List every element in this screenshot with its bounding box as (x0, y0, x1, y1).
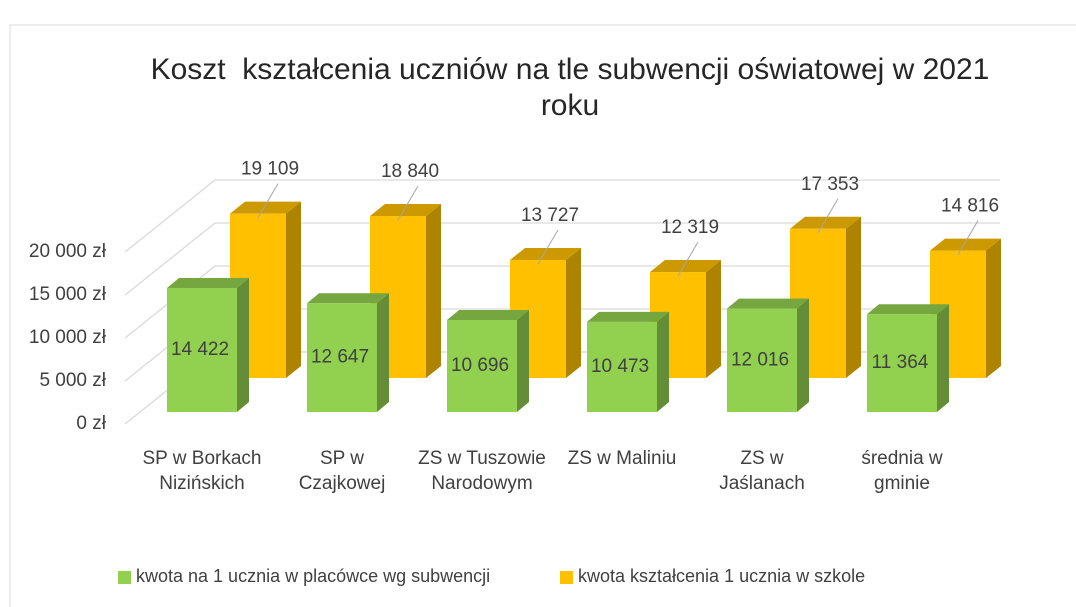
bar-top (447, 310, 529, 321)
data-label: 18 840 (381, 161, 439, 182)
leader-line (817, 198, 839, 234)
bar-side (566, 247, 581, 378)
bar-top (370, 203, 441, 216)
bar (447, 310, 529, 412)
leader-line (397, 185, 419, 221)
data-label: 11 364 (872, 352, 929, 373)
data-label: 10 696 (451, 355, 509, 376)
y-tick-label: 5 000 zł (39, 370, 106, 391)
bar-front (167, 287, 237, 412)
bar-side (286, 201, 301, 378)
bar-side (937, 304, 949, 412)
data-label: 19 109 (241, 159, 299, 180)
bar (167, 277, 249, 412)
bar-side (657, 311, 669, 412)
bar-top (650, 260, 721, 273)
data-label: 14 422 (171, 339, 229, 360)
bar-side (846, 216, 861, 378)
data-label: 10 473 (591, 356, 649, 377)
bar-top (307, 293, 389, 304)
data-label: 17 353 (801, 174, 859, 195)
x-tick-label: ZS w Tuszowie Narodowym (418, 448, 546, 494)
x-tick-label: SP w Czajkowej (298, 448, 386, 494)
x-tick-label: ZS w Jaślanach (719, 448, 805, 494)
x-tick-label: SP w Borkach Nizińskich (142, 448, 262, 494)
data-label: 13 727 (521, 205, 579, 226)
bar-front (587, 321, 657, 412)
data-label: 12 016 (731, 349, 789, 370)
leader-line (257, 183, 279, 218)
x-tick-label: ZS w Maliniu (567, 448, 677, 469)
leader-line (957, 220, 979, 255)
y-tick-label: 0 zł (76, 413, 106, 434)
bar-side (426, 203, 441, 378)
leader-line (537, 229, 559, 265)
legend-swatch (118, 571, 131, 584)
bar-side (986, 238, 1001, 378)
y-tick-label: 15 000 zł (29, 284, 107, 305)
legend-label: kwota kształcenia 1 ucznia w szkole (578, 566, 866, 586)
bar (587, 311, 669, 412)
bar-side (797, 298, 809, 412)
bar-top (790, 216, 861, 229)
legend-swatch (560, 571, 573, 584)
bar-top (510, 247, 581, 260)
bar-side (706, 260, 721, 378)
bar-top (230, 201, 301, 214)
bar-front (727, 308, 797, 412)
chart-title: Koszt kształcenia uczniów na tle subwenc… (150, 53, 998, 122)
bar-side (517, 310, 529, 412)
bar-front (867, 314, 937, 412)
bar-top (727, 298, 809, 309)
bar-top (587, 311, 669, 322)
bar-side (377, 293, 389, 412)
legend-label: kwota na 1 ucznia w placówce wg subwencj… (136, 566, 491, 586)
data-label: 14 816 (941, 196, 999, 217)
bar (867, 304, 949, 412)
y-tick-label: 10 000 zł (29, 327, 107, 348)
bar (727, 298, 809, 412)
y-tick-label: 20 000 zł (29, 241, 107, 262)
bar-front (447, 320, 517, 412)
bar-front (307, 303, 377, 412)
grid-line (124, 179, 1000, 253)
grid-line (124, 265, 1000, 339)
bar-side (237, 277, 249, 412)
leader-line (677, 241, 699, 277)
bar-top (930, 238, 1001, 251)
bar (307, 293, 389, 412)
data-label: 12 319 (661, 217, 719, 238)
grid-line (124, 222, 1000, 296)
data-label: 12 647 (311, 347, 369, 368)
bar-top (167, 277, 249, 288)
x-tick-label: średnia w gminie (861, 448, 943, 494)
bar-top (867, 304, 949, 315)
